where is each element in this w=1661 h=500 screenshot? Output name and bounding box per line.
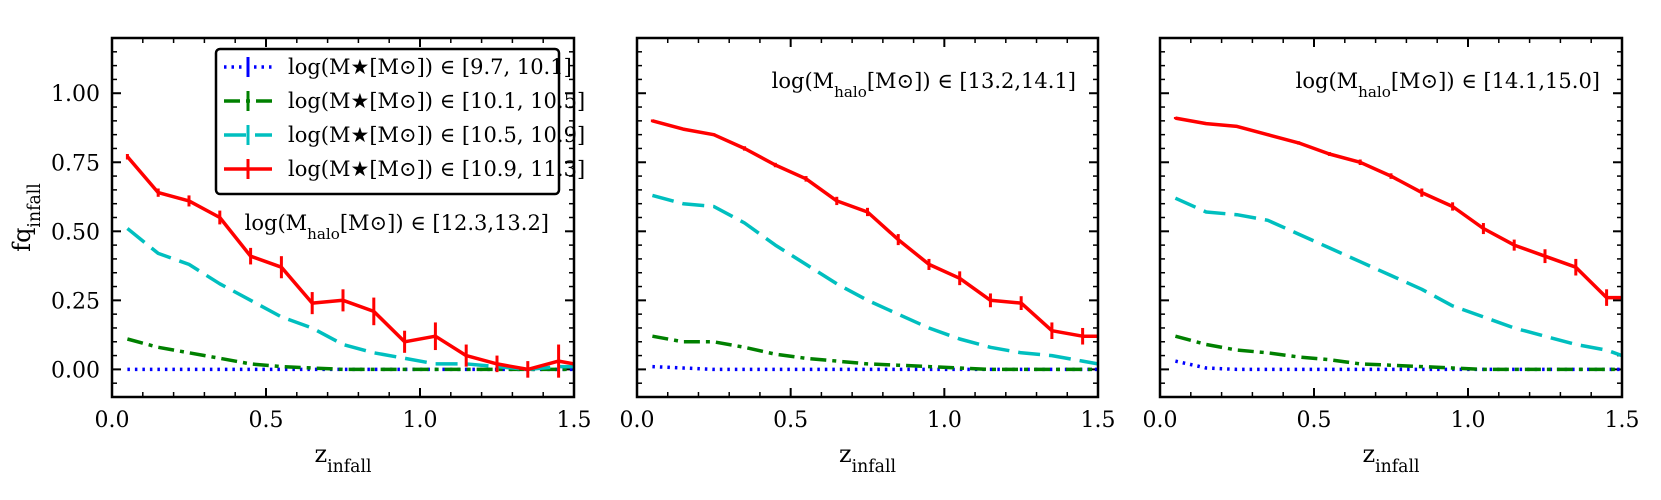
series-line-4: [126, 155, 574, 372]
axes-frame: [110, 36, 576, 399]
legend-label-1: log(M★[M⊙]) ∈ [9.7, 10.1]: [288, 55, 572, 79]
x-tick-label: 1.0: [1451, 408, 1486, 433]
halo-mass-annotation: log(Mhalo[M⊙]) ∈ [14.1,15.0]: [1296, 69, 1600, 101]
y-tick-label: 0.75: [51, 151, 100, 176]
series-line-3: [1174, 196, 1622, 358]
panel-1: 0.0 0.5 1.0 1.5 0.00 0.25 0.50 0.75 1.00 zinfall l…: [8, 36, 592, 477]
panel-3: 0.0 0.5 1.0 1.5 zinfall log(Mhalo[M⊙]) ∈ [14.…: [1143, 36, 1640, 477]
x-tick-label: 0.0: [95, 408, 130, 433]
x-tick-label: 1.0: [403, 408, 438, 433]
panel-2: 0.0 0.5 1.0 1.5 zinfall log(Mhalo[M⊙]) ∈ [13.…: [620, 36, 1116, 477]
x-tick-label: 1.5: [1081, 408, 1116, 433]
series-line-2: [1174, 334, 1622, 372]
series-line-1: [652, 364, 1098, 372]
x-axis-label: zinfall: [839, 440, 896, 477]
x-tick-label: 0.5: [1297, 408, 1332, 433]
y-tick-label: 1.00: [51, 82, 100, 107]
x-tick-label: 0.5: [773, 408, 808, 433]
legend-label-4: log(M★[M⊙]) ∈ [10.9, 11.3]: [288, 157, 585, 181]
series-line-4: [651, 119, 1098, 338]
y-tick-label: 0.50: [51, 220, 100, 245]
y-tick-label: 0.25: [51, 289, 100, 314]
series-line-3: [126, 227, 574, 372]
legend-box: [214, 47, 561, 196]
panels: 0.0 0.5 1.0 1.5 0.00 0.25 0.50 0.75 1.00 zinfall l…: [8, 36, 1640, 477]
x-tick-label: 0.5: [249, 408, 284, 433]
series-line-3: [651, 193, 1098, 366]
axes-frame: [635, 36, 1100, 399]
axes-frame: [1158, 36, 1624, 399]
x-tick-label: 0.0: [620, 408, 655, 433]
x-tick-label: 1.5: [557, 408, 592, 433]
y-tick-label: 0.00: [51, 358, 100, 383]
y-axis-label: fqinfall: [8, 183, 45, 252]
legend-label-3: log(M★[M⊙]) ∈ [10.5, 10.9]: [288, 123, 585, 147]
series-line-4: [1175, 116, 1622, 300]
series-line-2: [652, 334, 1098, 372]
halo-mass-annotation: log(Mhalo[M⊙]) ∈ [12.3,13.2]: [245, 211, 549, 243]
legend: log(M★[M⊙]) ∈ [9.7, 10.1] log(M★[M⊙]) ∈ […: [214, 47, 585, 196]
x-axis-label: zinfall: [1362, 440, 1419, 477]
x-tick-label: 0.0: [1143, 408, 1178, 433]
x-tick-label: 1.5: [1605, 408, 1640, 433]
x-tick-label: 1.0: [927, 408, 962, 433]
halo-mass-annotation: log(Mhalo[M⊙]) ∈ [13.2,14.1]: [772, 69, 1076, 101]
legend-label-2: log(M★[M⊙]) ∈ [10.1, 10.5]: [288, 89, 585, 113]
x-axis-label: zinfall: [314, 440, 371, 477]
